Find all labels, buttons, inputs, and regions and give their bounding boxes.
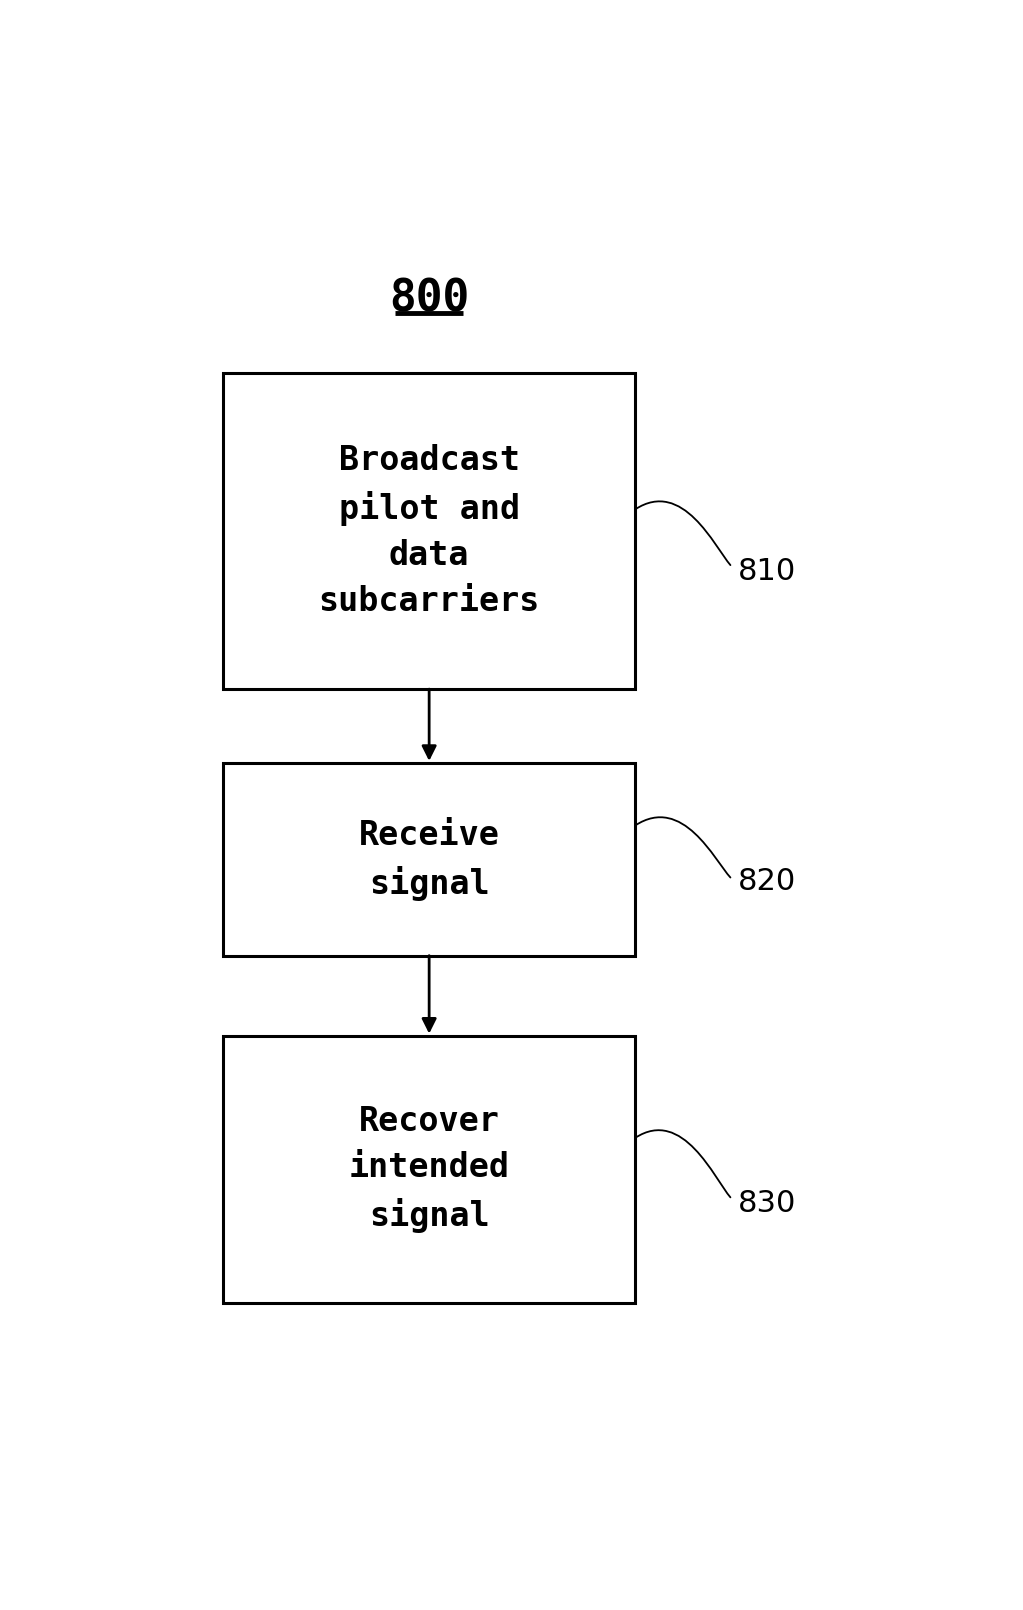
Text: Broadcast
pilot and
data
subcarriers: Broadcast pilot and data subcarriers — [318, 444, 540, 618]
Text: 810: 810 — [739, 557, 797, 586]
Text: 820: 820 — [739, 866, 797, 895]
Text: Receive
signal: Receive signal — [359, 818, 499, 900]
Text: 800: 800 — [389, 277, 470, 320]
Bar — [223, 374, 635, 689]
Bar — [223, 763, 635, 956]
Bar — [223, 1037, 635, 1302]
Text: 830: 830 — [739, 1190, 797, 1219]
Text: Recover
intended
signal: Recover intended signal — [349, 1106, 509, 1233]
